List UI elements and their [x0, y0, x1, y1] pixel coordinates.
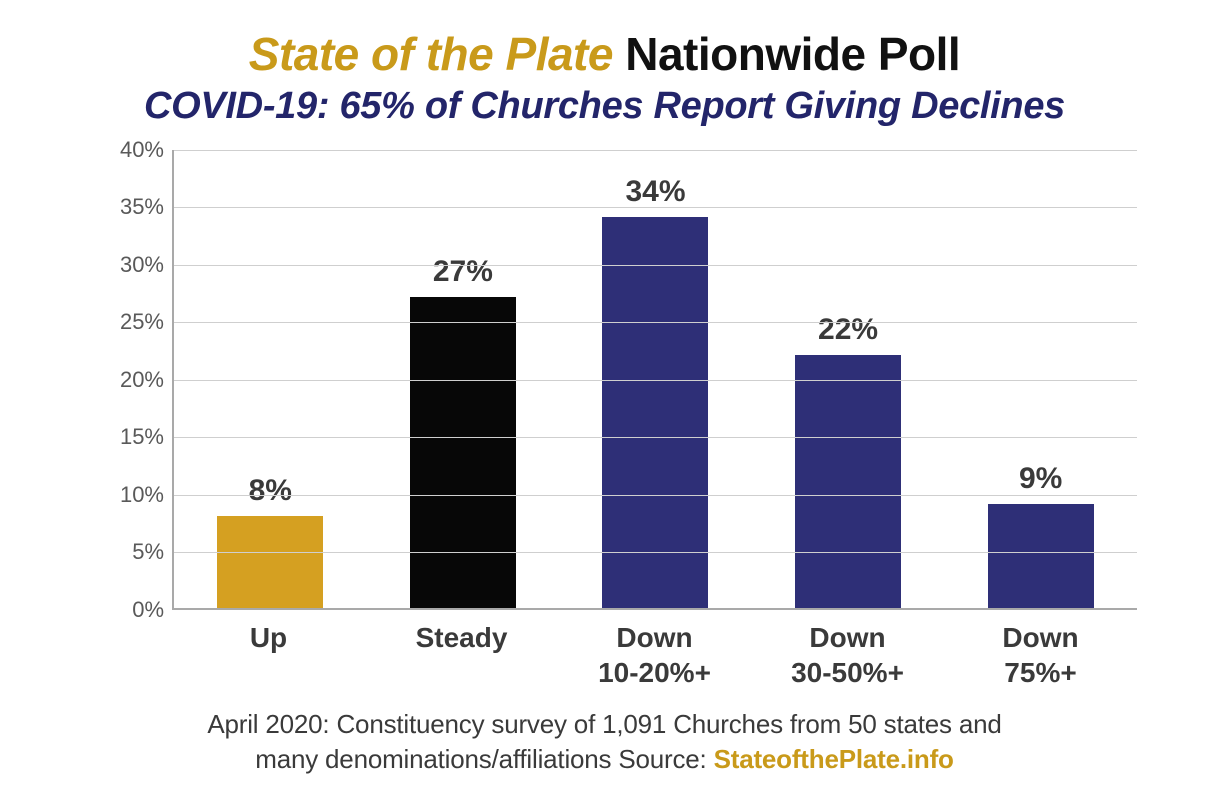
gridline	[174, 265, 1137, 266]
plot-area: 8% 27% 34% 22% 9%	[172, 150, 1137, 610]
x-tick-label: Steady	[365, 620, 558, 690]
x-tick-label: Down 10-20%+	[558, 620, 751, 690]
gridline	[174, 552, 1137, 553]
footer-note: April 2020: Constituency survey of 1,091…	[62, 707, 1147, 783]
bar-value-label: 9%	[1019, 462, 1062, 496]
bar	[410, 297, 516, 608]
bar-value-label: 34%	[625, 175, 685, 209]
bar-value-label: 22%	[818, 313, 878, 347]
footer-line-2-prefix: many denominations/affiliations Source:	[255, 744, 713, 774]
gridline	[174, 380, 1137, 381]
bar	[988, 504, 1094, 608]
y-tick-label: 10%	[102, 482, 164, 508]
bar-slot: 9%	[944, 462, 1137, 608]
gridline	[174, 495, 1137, 496]
bar	[602, 217, 708, 608]
gridline	[174, 150, 1137, 151]
bar-slot: 22%	[752, 313, 945, 608]
y-tick-label: 40%	[102, 137, 164, 163]
title-emphasis: State of the Plate	[249, 28, 613, 80]
bar-chart: 0%5%10%15%20%25%30%35%40% 8%27%34%22%9% …	[102, 150, 1137, 707]
x-tick-label: Down 30-50%+	[751, 620, 944, 690]
footer-source-link: StateofthePlate.info	[714, 744, 954, 774]
bar-value-label: 8%	[249, 474, 292, 508]
y-tick-label: 0%	[102, 597, 164, 623]
y-tick-label: 25%	[102, 309, 164, 335]
x-tick-label: Up	[172, 620, 365, 690]
bar-value-label: 27%	[433, 255, 493, 289]
bar-slot: 34%	[559, 175, 752, 608]
title-rest: Nationwide Poll	[613, 28, 960, 80]
gridline	[174, 437, 1137, 438]
bars-group: 8% 27% 34% 22% 9%	[174, 150, 1137, 608]
bar	[795, 355, 901, 608]
y-tick-label: 5%	[102, 539, 164, 565]
x-tick-label: Down 75%+	[944, 620, 1137, 690]
subtitle: COVID-19: 65% of Churches Report Giving …	[62, 85, 1147, 128]
gridline	[174, 322, 1137, 323]
gridline	[174, 207, 1137, 208]
bar-slot: 27%	[367, 255, 560, 608]
y-tick-label: 35%	[102, 194, 164, 220]
title: State of the Plate Nationwide Poll	[62, 28, 1147, 81]
x-axis-labels: UpSteadyDown 10-20%+Down 30-50%+Down 75%…	[172, 620, 1137, 690]
y-tick-label: 15%	[102, 424, 164, 450]
bar	[217, 516, 323, 608]
footer-line-1: April 2020: Constituency survey of 1,091…	[207, 709, 1001, 739]
y-tick-label: 20%	[102, 367, 164, 393]
chart-container: State of the Plate Nationwide Poll COVID…	[0, 0, 1209, 803]
y-tick-label: 30%	[102, 252, 164, 278]
